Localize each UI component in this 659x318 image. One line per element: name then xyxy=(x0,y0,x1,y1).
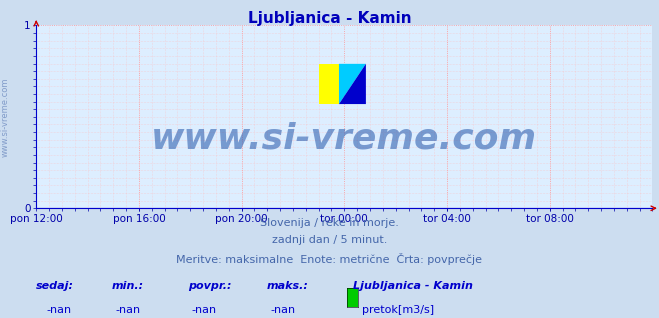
Text: -nan: -nan xyxy=(116,305,141,315)
Text: min.:: min.: xyxy=(112,281,144,291)
Bar xyxy=(319,64,339,104)
Text: -nan: -nan xyxy=(271,305,296,315)
Text: Meritve: maksimalne  Enote: metrične  Črta: povprečje: Meritve: maksimalne Enote: metrične Črta… xyxy=(177,253,482,265)
Polygon shape xyxy=(339,64,366,104)
Text: www.si-vreme.com: www.si-vreme.com xyxy=(152,122,537,156)
Text: Slovenija / reke in morje.: Slovenija / reke in morje. xyxy=(260,218,399,228)
Text: www.si-vreme.com: www.si-vreme.com xyxy=(1,78,10,157)
Text: -nan: -nan xyxy=(192,305,217,315)
Text: maks.:: maks.: xyxy=(267,281,309,291)
Text: Ljubljanica - Kamin: Ljubljanica - Kamin xyxy=(248,11,411,26)
Text: sedaj:: sedaj: xyxy=(36,281,74,291)
Text: zadnji dan / 5 minut.: zadnji dan / 5 minut. xyxy=(272,235,387,245)
Text: povpr.:: povpr.: xyxy=(188,281,231,291)
Text: pretok[m3/s]: pretok[m3/s] xyxy=(362,305,434,315)
Polygon shape xyxy=(339,64,366,104)
Text: Ljubljanica - Kamin: Ljubljanica - Kamin xyxy=(353,281,473,291)
Text: -nan: -nan xyxy=(47,305,72,315)
